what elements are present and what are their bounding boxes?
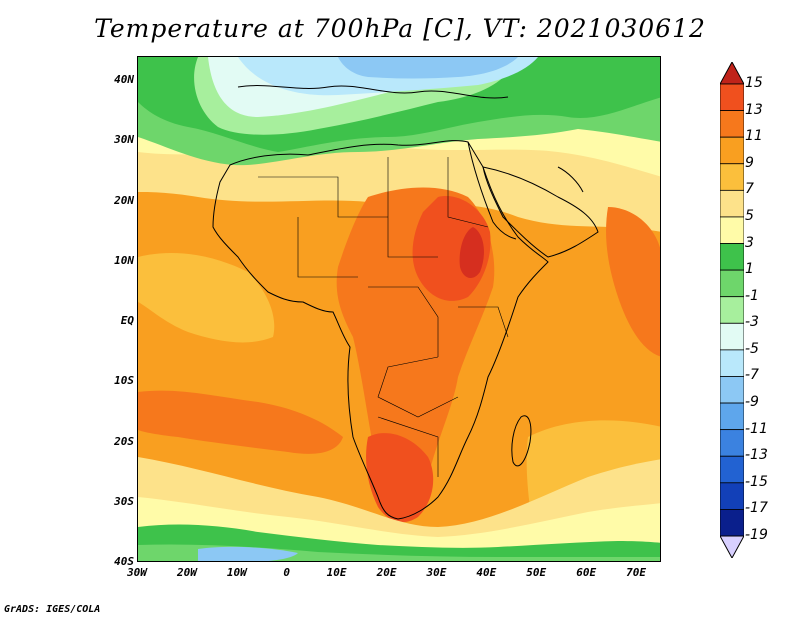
colorbar-tick-label: -7: [745, 367, 759, 384]
red-sea-coast: [467, 141, 517, 240]
colorbar-tick-label: 15: [745, 75, 763, 91]
lon-tick-label: 30W: [127, 566, 147, 579]
colorbar-tick-label: 1: [745, 261, 754, 278]
lon-tick-label: 0: [283, 566, 291, 579]
colorbar-tick-label: 3: [745, 234, 754, 251]
colorbar-tick-label: 11: [745, 128, 763, 145]
lat-tick-label: 30S: [114, 494, 134, 508]
arabian-peninsula: [482, 166, 599, 258]
west-atlantic-warm-band: [138, 390, 343, 454]
colorbar-swatch: [719, 83, 745, 111]
colorbar: [719, 60, 745, 560]
ethiopia-hot-spot: [459, 227, 484, 279]
colorbar-tick-label: -9: [745, 394, 759, 411]
border-line: [458, 306, 509, 338]
colorbar-tick-label: 7: [745, 181, 754, 198]
border-line: [297, 217, 358, 278]
colorbar-tick-label: -19: [745, 527, 768, 543]
arabian-sea-warm-area: [606, 207, 660, 357]
lat-tick-label: 30N: [114, 133, 134, 147]
country-borders: [258, 157, 509, 477]
border-line: [447, 157, 489, 228]
temperature-map: [137, 56, 661, 562]
mediterranean-north-coast: [237, 85, 509, 99]
lon-tick-label: 10W: [226, 566, 247, 579]
colorbar-tick-label: 13: [745, 101, 763, 118]
colorbar-tick-label: -3: [745, 314, 759, 331]
colorbar-swatch: [719, 110, 745, 138]
colorbar-tick-label: -5: [745, 340, 759, 357]
colorbar-swatch: [719, 509, 745, 537]
border-line: [258, 176, 388, 218]
colorbar-lower-arrow: [719, 535, 745, 560]
colorbar-swatch: [719, 429, 745, 457]
lat-tick-label: 40S: [114, 555, 134, 568]
colorbar-tick-label: -13: [745, 447, 768, 464]
colorbar-swatch: [719, 322, 745, 351]
lat-tick-label: 10S: [114, 374, 134, 388]
colorbar-tick-label: -1: [745, 287, 759, 304]
colorbar-swatch: [719, 189, 745, 218]
border-line: [377, 356, 459, 418]
plot-title: Temperature at 700hPa [C], VT: 202103061…: [94, 14, 706, 43]
colorbar-tick-label: -17: [745, 500, 768, 517]
colorbar-swatch: [719, 296, 745, 324]
colorbar-tick-label: 9: [745, 154, 754, 171]
lon-tick-label: 30E: [426, 566, 447, 579]
lat-tick-label: 10N: [114, 253, 134, 267]
south-blue-patch: [198, 546, 298, 561]
lat-tick-label: EQ: [120, 314, 134, 328]
border-line: [368, 286, 439, 357]
colorbar-swatch: [719, 163, 745, 191]
colorbar-upper-arrow: [719, 60, 745, 85]
lon-tick-label: 40E: [476, 566, 497, 579]
tropical-atlantic-light-area: [138, 252, 275, 343]
colorbar-swatch: [719, 376, 745, 404]
colorbar-tick-label: 5: [745, 207, 754, 224]
lat-tick-label: 20S: [114, 434, 134, 448]
colorbar-swatch: [719, 269, 745, 298]
colorbar-swatch: [719, 482, 745, 510]
colorbar-tick-label: -15: [745, 473, 768, 490]
lat-tick-label: 20N: [114, 193, 134, 207]
north-blue-area: [338, 57, 518, 79]
colorbar-swatch: [719, 402, 745, 431]
border-line: [387, 157, 438, 258]
lon-tick-label: 10E: [326, 566, 347, 579]
lon-tick-label: 50E: [526, 566, 547, 579]
lon-tick-label: 70E: [626, 566, 646, 579]
colorbar-swatch: [719, 349, 745, 377]
lon-tick-label: 20W: [176, 566, 197, 579]
africa-coastline: [212, 140, 549, 520]
lat-tick-label: 40N: [114, 73, 134, 87]
colorbar-swatch: [719, 136, 745, 165]
footer-credit: GrADS: IGES/COLA: [4, 604, 101, 615]
colorbar-tick-label: -11: [745, 420, 768, 437]
colorbar-swatch: [719, 216, 745, 244]
colorbar-swatch: [719, 455, 745, 484]
colorbar-swatch: [719, 243, 745, 271]
lon-tick-label: 60E: [576, 566, 597, 579]
madagascar: [511, 415, 532, 467]
lon-tick-label: 20E: [376, 566, 397, 579]
border-line: [377, 416, 439, 477]
persian-gulf: [557, 166, 584, 193]
southern-africa-warm-area: [366, 433, 434, 523]
coastlines: [212, 85, 599, 520]
